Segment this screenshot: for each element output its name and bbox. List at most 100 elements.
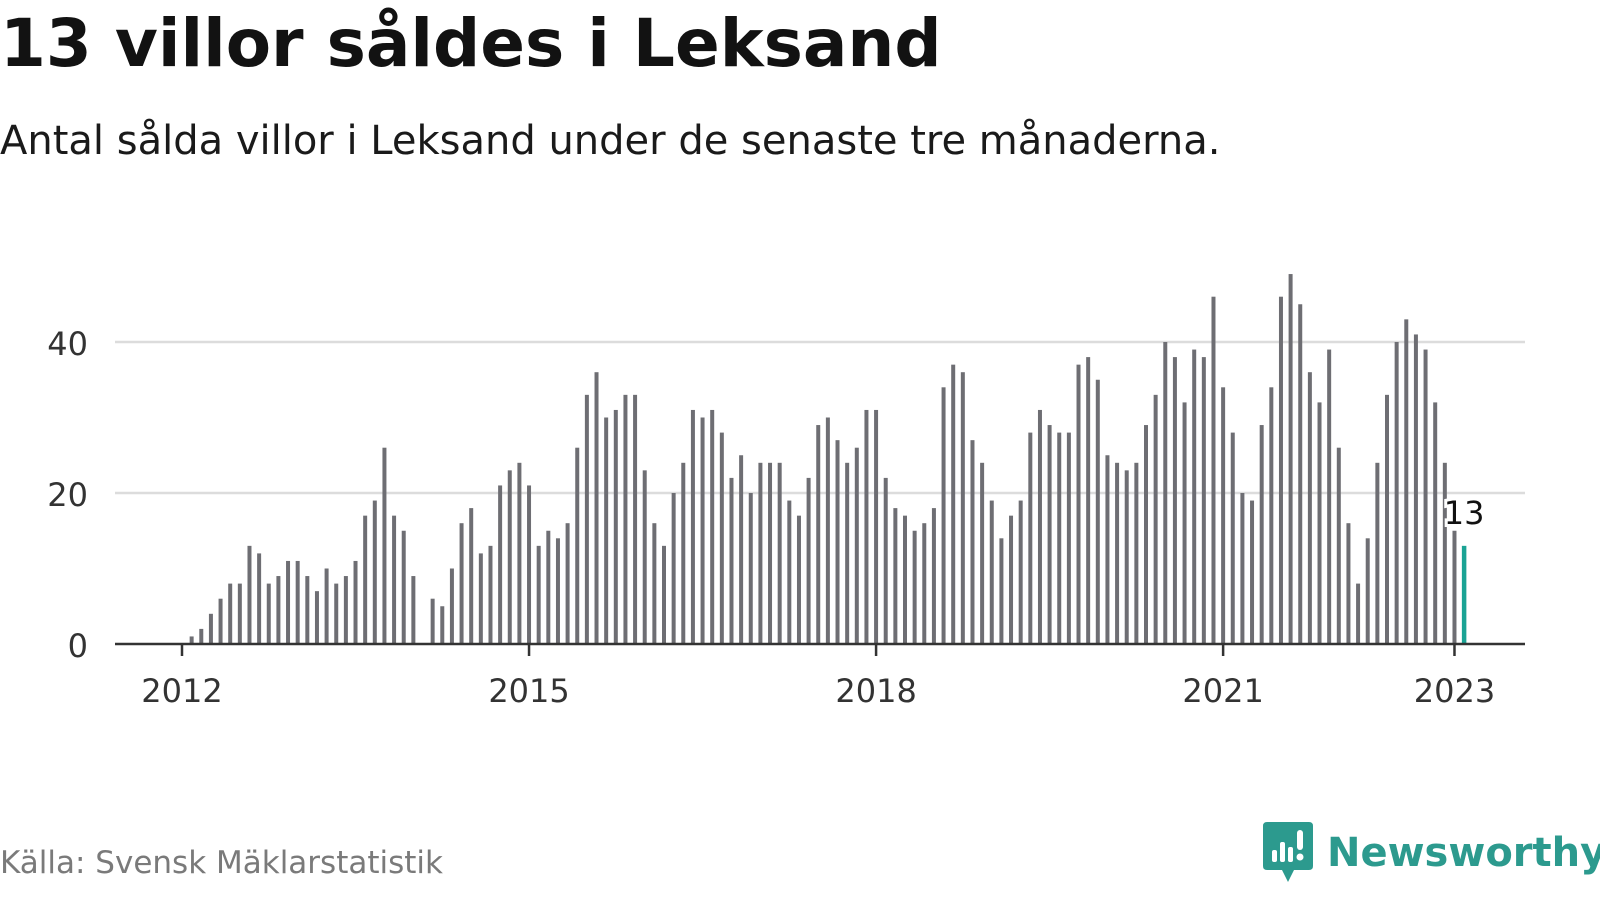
bar [1066, 432, 1071, 644]
x-tick-label: 2015 [488, 672, 569, 710]
bar [806, 477, 811, 644]
bar [411, 576, 416, 644]
bar [796, 515, 801, 644]
bar-chart: 0 20 40 13 2012 2015 2018 2021 2023 [47, 274, 1525, 710]
bar [623, 394, 628, 644]
bar [498, 485, 503, 644]
bar [469, 508, 474, 644]
bar [825, 417, 830, 644]
bar [758, 462, 763, 644]
bar [199, 628, 204, 644]
bar [1327, 349, 1332, 644]
bar [189, 636, 194, 644]
bar [1018, 500, 1023, 644]
bar [1433, 402, 1438, 644]
bar [584, 394, 589, 644]
bar [478, 553, 483, 644]
bar [1336, 447, 1341, 644]
bar [1375, 462, 1380, 644]
bar [1346, 523, 1351, 644]
chart-subtitle: Antal sålda villor i Leksand under de se… [0, 118, 1221, 164]
bar [430, 598, 435, 644]
bar [1250, 500, 1255, 644]
bar [1356, 583, 1361, 644]
bar [1298, 304, 1303, 644]
bar [208, 613, 213, 644]
source-note: Källa: Svensk Mäklarstatistik [0, 845, 443, 881]
bar [1201, 357, 1206, 644]
bar [1269, 387, 1274, 644]
bar [604, 417, 609, 644]
bar [951, 364, 956, 644]
bar [1153, 394, 1158, 644]
bar [1172, 357, 1177, 644]
bar [1404, 319, 1409, 644]
bar [334, 583, 339, 644]
bar [1413, 334, 1418, 644]
bar [1385, 394, 1389, 644]
y-tick-label: 40 [47, 325, 88, 363]
bar [1221, 387, 1226, 644]
bar [459, 523, 464, 644]
bar [893, 508, 898, 644]
bar [960, 372, 965, 644]
bar [633, 394, 638, 644]
bar [440, 606, 445, 644]
bar [1086, 357, 1091, 644]
bar [218, 598, 223, 644]
bar [1163, 342, 1168, 644]
bar [1423, 349, 1428, 644]
bar [1028, 432, 1033, 644]
bar [488, 545, 493, 644]
bar [700, 417, 705, 644]
bar [594, 372, 599, 644]
bar [922, 523, 927, 644]
bar [1307, 372, 1312, 644]
bar [1442, 462, 1447, 644]
bar [980, 462, 985, 644]
bar [1095, 379, 1100, 644]
bar [536, 545, 541, 644]
bar [565, 523, 570, 644]
bar [1144, 425, 1148, 644]
bar [314, 591, 319, 644]
bar [1211, 296, 1216, 644]
bar [1192, 349, 1197, 644]
bar [748, 493, 753, 644]
bar [777, 462, 782, 644]
bar [392, 515, 397, 644]
bar [555, 538, 560, 644]
bar [517, 462, 522, 644]
labels: 0 20 40 13 2012 2015 2018 2021 2023 [47, 325, 1495, 710]
bar [970, 440, 975, 644]
bar [527, 485, 532, 644]
bar [652, 523, 657, 644]
bar [1047, 425, 1052, 644]
bar [739, 455, 744, 644]
bar [382, 447, 387, 644]
bar [343, 576, 348, 644]
bar [449, 568, 454, 644]
bar [363, 515, 368, 644]
bar [1009, 515, 1014, 644]
bar [228, 583, 233, 644]
bar [690, 409, 695, 644]
bar [1182, 402, 1187, 644]
bar [1115, 462, 1120, 644]
bar [883, 477, 888, 644]
bar [719, 432, 724, 644]
newsworthy-brand: Newsworthy [1263, 822, 1600, 884]
bar [854, 447, 859, 644]
bar [1037, 409, 1042, 644]
bar [295, 560, 300, 644]
x-tick-label: 2012 [141, 672, 222, 710]
bars [189, 274, 1467, 644]
bar [305, 576, 310, 644]
bar [257, 553, 262, 644]
bar [237, 583, 242, 644]
bar [912, 530, 917, 644]
bar [1124, 470, 1129, 644]
bar [874, 409, 879, 644]
x-tick-label: 2023 [1414, 672, 1495, 710]
bar [372, 500, 377, 644]
